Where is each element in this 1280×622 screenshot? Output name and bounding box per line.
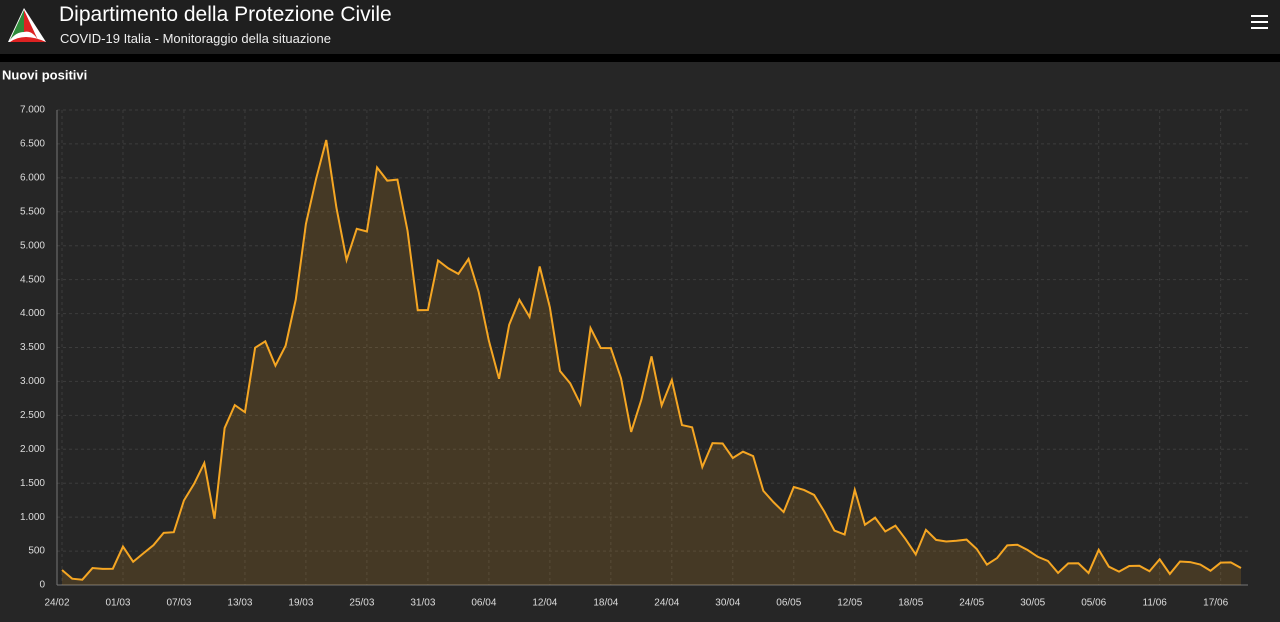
x-tick-label: 13/03 bbox=[227, 598, 252, 609]
x-tick-label: 05/06 bbox=[1081, 598, 1106, 609]
y-tick-label: 7.000 bbox=[20, 105, 45, 116]
y-tick-label: 3.500 bbox=[20, 342, 45, 353]
y-tick-label: 0 bbox=[39, 580, 45, 591]
header-subtitle: COVID-19 Italia - Monitoraggio della sit… bbox=[60, 31, 331, 46]
y-tick-label: 5.500 bbox=[20, 206, 45, 217]
y-tick-label: 4.500 bbox=[20, 274, 45, 285]
y-tick-label: 6.500 bbox=[20, 139, 45, 150]
x-tick-label: 30/04 bbox=[715, 598, 740, 609]
x-tick-label: 11/06 bbox=[1143, 598, 1168, 609]
x-tick-label: 24/05 bbox=[959, 598, 984, 609]
x-tick-label: 17/06 bbox=[1203, 598, 1228, 609]
x-tick-label: 25/03 bbox=[349, 598, 374, 609]
x-tick-label: 24/02 bbox=[44, 598, 69, 609]
x-tick-label: 18/04 bbox=[593, 598, 618, 609]
y-tick-label: 500 bbox=[28, 546, 45, 557]
logo bbox=[8, 8, 46, 42]
x-tick-label: 31/03 bbox=[410, 598, 435, 609]
chart-title: Nuovi positivi bbox=[2, 67, 87, 82]
menu-button[interactable] bbox=[1250, 12, 1270, 32]
line bbox=[61, 139, 1242, 581]
y-tick-label: 1.500 bbox=[20, 478, 45, 489]
chart: Nuovi positivi 0 500 1.000 1.500 2.000 2.500 3… bbox=[0, 62, 1280, 622]
y-tick-label: 4.000 bbox=[20, 308, 45, 319]
y-tick-label: 1.000 bbox=[20, 512, 45, 523]
header: Dipartimento della Protezione Civile COV… bbox=[0, 0, 1280, 54]
x-tick-label: 12/05 bbox=[837, 598, 862, 609]
y-tick-label: 5.000 bbox=[20, 240, 45, 251]
x-tick-label: 07/03 bbox=[166, 598, 191, 609]
x-tick-label: 06/05 bbox=[776, 598, 801, 609]
y-tick-label: 2.500 bbox=[20, 410, 45, 421]
y-tick-label: 3.000 bbox=[20, 376, 45, 387]
x-tick-label: 01/03 bbox=[105, 598, 130, 609]
x-tick-label: 18/05 bbox=[898, 598, 923, 609]
x-tick-label: 06/04 bbox=[471, 598, 496, 609]
x-tick-label: 24/04 bbox=[654, 598, 679, 609]
y-tick-label: 2.000 bbox=[20, 444, 45, 455]
area bbox=[62, 140, 1241, 585]
x-tick-label: 19/03 bbox=[288, 598, 313, 609]
y-tick-label: 6.000 bbox=[20, 172, 45, 183]
header-title: Dipartimento della Protezione Civile bbox=[59, 3, 392, 26]
x-tick-label: 30/05 bbox=[1020, 598, 1045, 609]
x-tick-label: 12/04 bbox=[532, 598, 557, 609]
